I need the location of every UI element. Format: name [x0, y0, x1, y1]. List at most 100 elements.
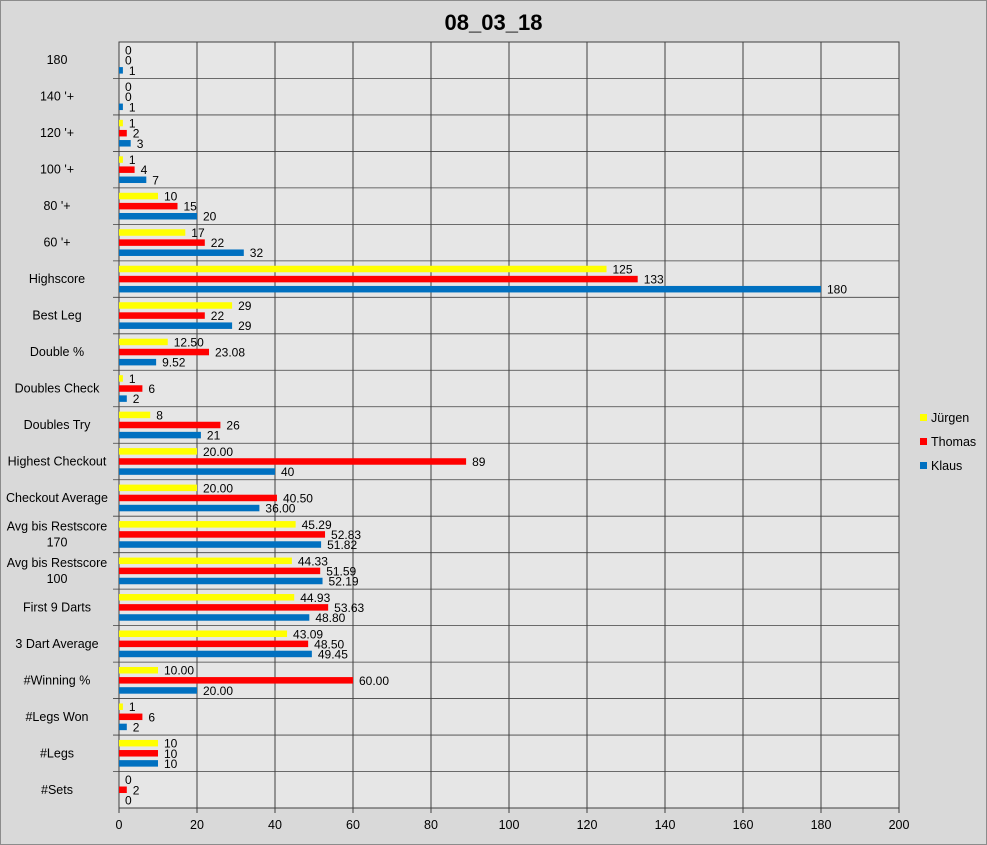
bar: [119, 723, 127, 731]
data-label: 36.00: [265, 502, 295, 516]
category-label: #Winning %: [24, 673, 91, 687]
category-label: Highscore: [29, 272, 85, 286]
bar: [119, 229, 186, 236]
bar: [119, 192, 158, 200]
category-label: #Sets: [41, 783, 73, 797]
bar: [119, 176, 147, 184]
data-label: 10: [164, 757, 178, 771]
bar: [119, 786, 127, 794]
data-label: 43.09: [293, 627, 323, 641]
data-label: 20.00: [203, 684, 233, 698]
data-label: 17: [191, 226, 205, 240]
bar: [119, 156, 123, 163]
bar: [119, 129, 127, 137]
data-label: 40: [281, 465, 295, 479]
data-label: 32: [250, 246, 264, 260]
data-label: 21: [207, 429, 221, 443]
category-label: Best Leg: [32, 309, 81, 323]
bar: [119, 458, 467, 465]
bar: [119, 67, 123, 74]
data-label: 49.45: [318, 647, 348, 661]
category-label: 100 '+: [40, 163, 74, 177]
category-label: 80 '+: [43, 199, 70, 213]
data-label: 20.00: [203, 481, 233, 495]
data-label: 8: [156, 408, 163, 422]
category-label: 60 '+: [43, 236, 70, 250]
data-label: 40.50: [283, 491, 313, 505]
data-label: 10: [164, 190, 178, 204]
x-tick-label: 60: [346, 818, 360, 832]
data-label: 0: [125, 773, 132, 787]
bar: [119, 630, 288, 638]
data-label: 48.50: [314, 637, 344, 651]
bar: [119, 431, 201, 439]
bar: [119, 531, 326, 538]
bar: [119, 285, 821, 293]
data-label: 44.33: [298, 554, 328, 568]
bar: [119, 614, 310, 621]
data-label: 9.52: [162, 356, 186, 370]
data-label: 60.00: [359, 674, 389, 688]
x-tick-label: 140: [655, 818, 676, 832]
bar: [119, 249, 244, 256]
bar: [119, 677, 353, 684]
bar: [119, 666, 158, 674]
data-label: 1: [129, 64, 136, 78]
data-label: 0: [125, 54, 132, 68]
data-label: 6: [148, 710, 155, 724]
data-label: 51.59: [326, 564, 356, 578]
data-label: 12.50: [174, 335, 204, 349]
data-label: 1: [129, 372, 136, 386]
bar: [119, 494, 277, 502]
x-tick-label: 120: [577, 818, 598, 832]
data-label: 20: [203, 210, 217, 224]
category-label: 180: [47, 53, 68, 67]
bar: [119, 140, 131, 147]
data-label: 0: [125, 44, 132, 58]
legend-label: Thomas: [931, 435, 976, 449]
data-label: 45.29: [302, 518, 332, 532]
bar: [119, 302, 233, 309]
bar: [119, 103, 123, 111]
category-label: Doubles Try: [24, 418, 91, 432]
data-label: 22: [211, 309, 225, 323]
bar: [119, 557, 292, 565]
data-label: 52.83: [331, 528, 361, 542]
x-tick-label: 160: [733, 818, 754, 832]
category-label: 170: [47, 535, 68, 549]
data-label: 51.82: [327, 538, 357, 552]
bar: [119, 322, 233, 329]
category-label: Checkout Average: [6, 491, 108, 505]
category-label: Avg bis Restscore: [7, 556, 108, 570]
bar: [119, 541, 322, 548]
legend-swatch: [920, 414, 927, 421]
bar: [119, 760, 158, 767]
bar: [119, 640, 309, 648]
bar: [119, 239, 205, 246]
x-tick-label: 0: [116, 818, 123, 832]
data-label: 44.93: [300, 591, 330, 605]
bar: [119, 265, 607, 273]
legend-swatch: [920, 462, 927, 469]
data-label: 29: [238, 319, 252, 333]
data-label: 0: [125, 793, 132, 807]
data-label: 10.00: [164, 664, 194, 678]
data-label: 53.63: [334, 601, 364, 615]
bar: [119, 739, 158, 747]
data-label: 10: [164, 737, 178, 751]
data-label: 180: [827, 283, 847, 297]
bar: [119, 484, 197, 492]
data-label: 0: [125, 80, 132, 94]
bar: [119, 338, 168, 346]
bar: [119, 421, 221, 429]
legend-swatch: [920, 438, 927, 445]
data-label: 15: [184, 200, 198, 214]
bar: [119, 448, 197, 455]
data-label: 20.00: [203, 445, 233, 459]
bar: [119, 713, 143, 721]
data-label: 125: [613, 262, 633, 276]
bar: [119, 703, 123, 710]
category-label: #Legs: [40, 746, 74, 760]
data-label: 23.08: [215, 346, 245, 360]
